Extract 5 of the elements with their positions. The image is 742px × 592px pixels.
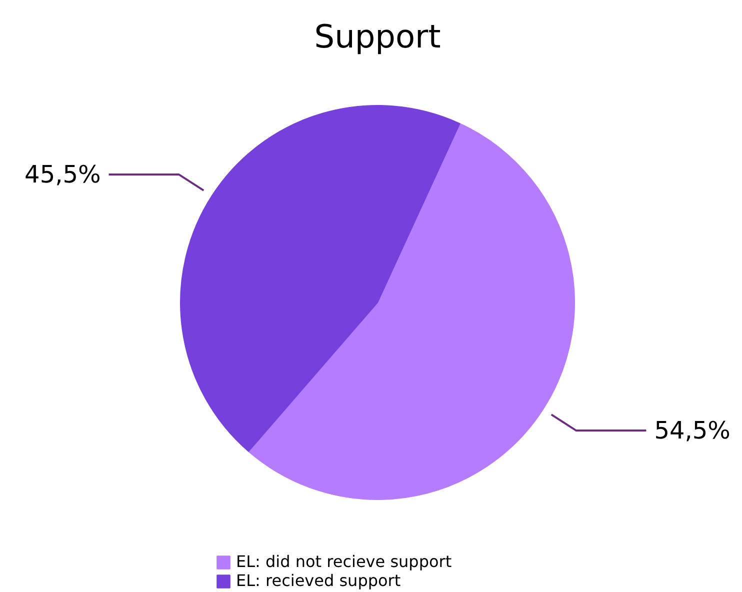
- legend-label: EL: recieved support: [236, 571, 401, 590]
- data-label: 54,5%: [654, 416, 730, 445]
- legend-label: EL: did not recieve support: [236, 552, 452, 571]
- chart-title: Support: [314, 18, 441, 56]
- data-label: 45,5%: [24, 160, 101, 188]
